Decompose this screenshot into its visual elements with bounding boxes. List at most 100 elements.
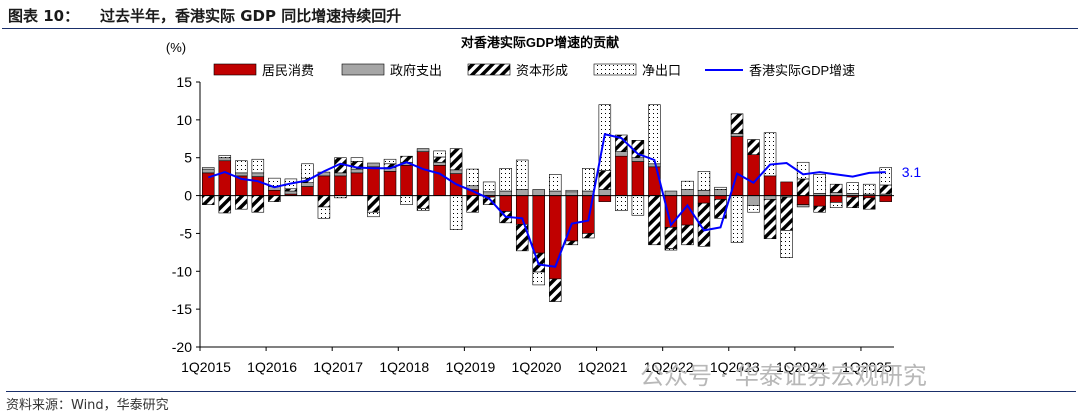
bar-1-2Q2022: [681, 189, 694, 196]
bar-1-2Q2019: [482, 191, 496, 196]
y-tick-label: 5: [184, 150, 192, 166]
bar-0-1Q2024: [796, 195, 810, 205]
bar-3-4Q2018: [449, 195, 463, 230]
bar-0-2Q2021: [615, 155, 628, 196]
bar-2-4Q2015: [251, 195, 265, 213]
bar-3-2Q2018: [416, 208, 430, 212]
y-tick-label: 10: [176, 112, 192, 128]
figure-number: 图表 10：: [8, 7, 80, 25]
bar-3-2Q2019: [482, 181, 496, 193]
bar-2-1Q2019: [466, 195, 479, 213]
bar-0-2Q2017: [350, 172, 364, 196]
y-tick-label: -20: [172, 339, 192, 355]
bar-3-3Q2023: [763, 132, 777, 177]
bar-0-2Q2025: [879, 195, 892, 202]
bar-2-2Q2016: [284, 188, 298, 192]
bar-3-2Q2023: [747, 205, 760, 213]
bar-2-2Q2018: [416, 195, 430, 209]
bar-2-4Q2024: [846, 196, 859, 208]
bar-3-4Q2021: [648, 104, 661, 165]
x-tick-label: 1Q2022: [644, 359, 694, 375]
bar-1-2Q2017: [350, 168, 364, 174]
bar-2-4Q2023: [780, 196, 793, 231]
bar-2-4Q2018: [449, 148, 463, 171]
bar-1-1Q2017: [334, 172, 347, 177]
bar-3-4Q2024: [846, 182, 859, 194]
x-tick-label: 1Q2018: [379, 359, 429, 375]
bar-3-4Q2017: [383, 158, 397, 165]
stacked-bar-chart: 对香港实际GDP增速的贡献 (%) 居民消费 政府支出 资本形成 净出口 香港实际GDP…: [166, 35, 922, 375]
bar-2-1Q2022: [664, 227, 678, 249]
bar-0-3Q2017: [367, 166, 380, 196]
bar-2-2Q2023: [747, 139, 760, 155]
bar-1-1Q2024: [796, 204, 810, 208]
bar-0-4Q2022: [714, 195, 727, 200]
bar-0-4Q2016: [317, 175, 331, 196]
bar-1-3Q2023: [763, 195, 777, 200]
bar-1-3Q2019: [499, 190, 512, 196]
legend-swatch: [593, 63, 637, 76]
bar-0-2Q2024: [813, 195, 826, 207]
bar-0-2Q2018: [416, 151, 430, 196]
bar-2-3Q2020: [565, 240, 579, 246]
legend-label: 政府支出: [390, 63, 442, 78]
bar-3-2Q2022: [681, 180, 694, 190]
bar-0-4Q2017: [383, 171, 397, 196]
watermark: 公众号 · 华泰证券宏观研究: [640, 362, 927, 390]
bar-2-2Q2015: [218, 195, 232, 214]
bar-2-1Q2024: [796, 178, 810, 196]
x-tick-label: 1Q2025: [842, 359, 892, 375]
bar-2-3Q2018: [433, 156, 446, 163]
bar-3-4Q2020: [582, 168, 595, 192]
bar-3-3Q2017: [367, 211, 380, 218]
bar-1-4Q2021: [648, 163, 661, 168]
bar-0-1Q2017: [334, 175, 347, 196]
plot-area: -20 -15 -10 -5 0 5 10 15 1Q2015 1Q2016 1Q2017 1Q201…: [172, 74, 922, 375]
bar-3-3Q2016: [301, 163, 314, 179]
x-tick-label: 1Q2017: [313, 359, 363, 375]
bar-3-1Q2023: [730, 195, 744, 243]
bar-0-3Q2023: [763, 175, 777, 196]
bar-2-1Q2023: [730, 113, 744, 134]
bar-2-2Q2025: [879, 184, 892, 195]
bar-0-1Q2020: [532, 195, 545, 254]
figure-caption: 过去半年，香港实际 GDP 同比增速持续回升: [100, 7, 402, 25]
legend-swatch: [341, 63, 385, 76]
bar-0-4Q2021: [648, 166, 661, 196]
bar-3-3Q2018: [433, 150, 446, 158]
legend-label: 净出口: [642, 63, 681, 78]
legend-label: 居民消费: [262, 63, 314, 78]
y-axis-unit: (%): [166, 40, 186, 55]
bar-3-3Q2015: [235, 160, 248, 174]
bar-1-3Q2016: [301, 182, 314, 187]
bar-2-3Q2023: [763, 199, 777, 240]
bar-1-3Q2018: [433, 161, 446, 166]
bar-1-4Q2022: [714, 189, 727, 196]
bar-1-4Q2019: [515, 189, 529, 196]
bar-1-4Q2015: [251, 172, 265, 177]
bar-3-1Q2015: [202, 167, 215, 170]
bar-1-4Q2018: [449, 169, 463, 174]
bar-3-2Q2025: [879, 167, 892, 186]
bar-1-1Q2020: [532, 189, 545, 196]
bar-0-4Q2023: [780, 181, 793, 196]
bar-1-1Q2023: [730, 133, 744, 137]
bar-3-1Q2020: [532, 271, 545, 286]
bar-1-2Q2016: [284, 190, 298, 195]
bar-3-4Q2022: [714, 186, 727, 190]
bar-3-3Q2020: [565, 189, 579, 193]
x-tick-label: 1Q2024: [776, 359, 826, 375]
bar-2-1Q2021: [598, 170, 612, 190]
chart-title: 对香港实际GDP增速的贡献: [461, 35, 619, 50]
bar-2-3Q2024: [829, 183, 843, 193]
legend-swatch: [213, 63, 257, 76]
bar-2-4Q2021: [648, 195, 661, 246]
gdp-growth-line: [207, 133, 886, 268]
y-tick-label: 15: [176, 74, 192, 90]
bar-0-2Q2015: [218, 160, 232, 196]
bar-3-4Q2019: [515, 159, 529, 190]
gdp-latest-label: 3.1: [902, 164, 922, 180]
x-tick-label: 1Q2023: [710, 359, 760, 375]
bar-0-1Q2021: [598, 195, 612, 202]
bar-0-2Q2023: [747, 154, 760, 196]
